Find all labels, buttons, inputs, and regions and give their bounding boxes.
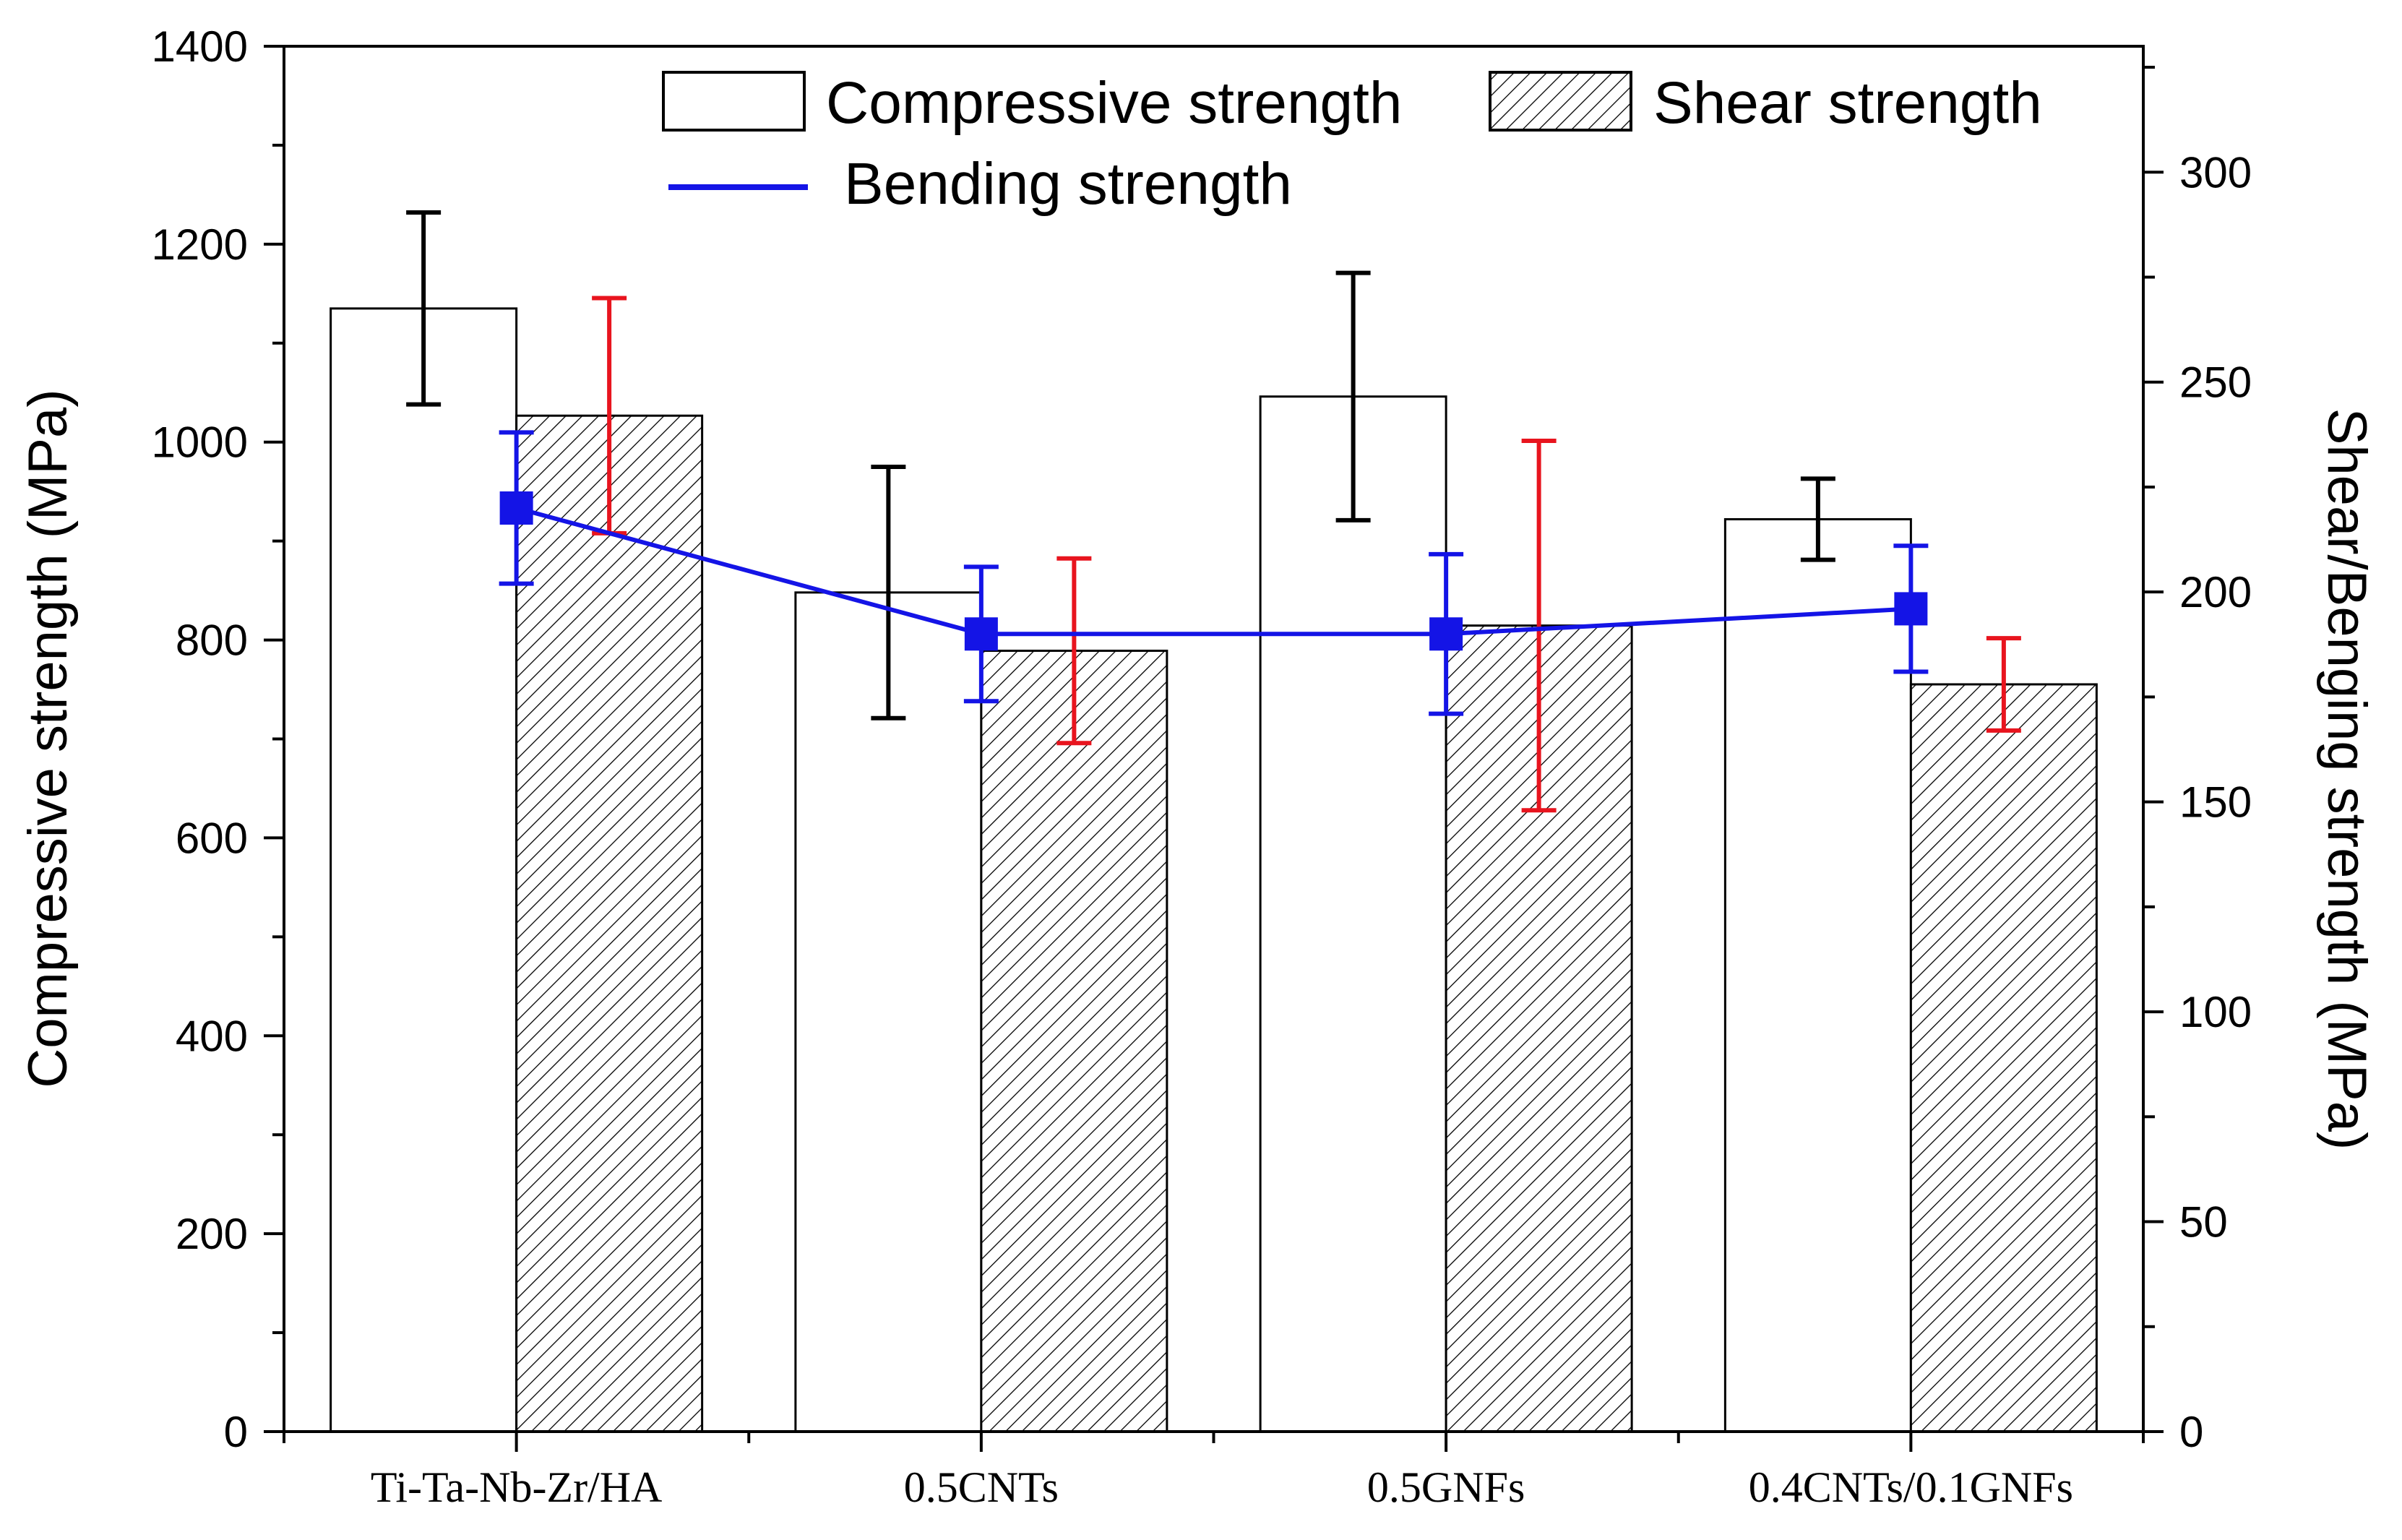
legend-label-bending: Bending strength: [844, 151, 1292, 217]
y2-tick-label-3: 150: [2179, 778, 2252, 827]
marker-bending-0: [499, 491, 533, 525]
x-tick-label-1: 0.5CNTs: [904, 1463, 1059, 1511]
bar-shear-0: [515, 414, 704, 1433]
y2-tick-label-0: 0: [2179, 1408, 2203, 1456]
y-tick-label-4: 800: [176, 616, 248, 665]
y-tick-label-3: 600: [176, 814, 248, 862]
y-axis-title: Compressive strength (MPa): [17, 389, 79, 1088]
legend-label-compressive: Compressive strength: [826, 70, 1403, 136]
y-tick-label-2: 400: [176, 1012, 248, 1060]
legend-swatch-shear: [1489, 71, 1632, 132]
marker-bending-3: [1894, 592, 1928, 626]
bending-line-layer: [499, 491, 1928, 651]
y-tick-label-1: 200: [176, 1210, 248, 1258]
bar-compressive-2: [1259, 395, 1447, 1433]
y2-tick-label-6: 300: [2179, 148, 2252, 197]
ticks-layer: 0 200 400 600 800 1000 1200 1400 0 50 100 150 200 250…: [152, 22, 2252, 1511]
y2-axis-title: Shear/Benging strength (MPa): [2316, 408, 2377, 1150]
legend-swatch-compressive: [662, 71, 806, 132]
legend-label-shear: Shear strength: [1653, 70, 2042, 136]
bar-shear-3: [1909, 683, 2098, 1433]
bar-shear-1: [980, 650, 1168, 1433]
bar-compressive-0: [330, 307, 518, 1433]
y2-tick-label-5: 250: [2179, 358, 2252, 407]
legend: Compressive strength Shear strength Bend…: [662, 70, 2042, 217]
y-tick-label-7: 1400: [152, 22, 248, 71]
x-tick-label-0: Ti-Ta-Nb-Zr/HA: [371, 1463, 663, 1511]
x-tick-label-3: 0.4CNTs/0.1GNFs: [1749, 1463, 2073, 1511]
x-tick-label-2: 0.5GNFs: [1367, 1463, 1525, 1511]
y-tick-label-6: 1200: [152, 220, 248, 269]
y2-tick-label-1: 50: [2179, 1198, 2228, 1247]
y2-tick-label-2: 100: [2179, 988, 2252, 1036]
marker-bending-2: [1429, 617, 1463, 651]
y-tick-label-5: 1000: [152, 418, 248, 467]
y2-tick-label-4: 200: [2179, 568, 2252, 616]
line-bending: [515, 506, 1911, 637]
y-tick-label-0: 0: [224, 1408, 248, 1456]
bar-compressive-3: [1723, 518, 1912, 1433]
marker-bending-1: [964, 617, 998, 651]
